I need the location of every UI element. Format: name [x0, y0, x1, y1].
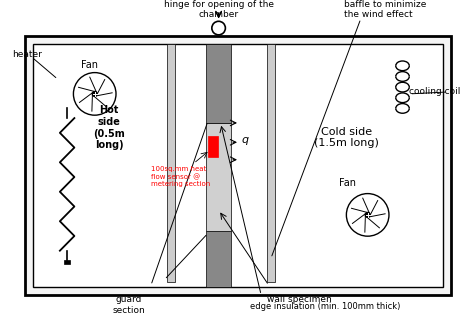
Bar — [25, 36, 451, 295]
Text: edge insulation (min. 100mm thick): edge insulation (min. 100mm thick) — [250, 302, 400, 311]
Text: heater: heater — [12, 50, 42, 59]
Text: Cold side
(1.5m long): Cold side (1.5m long) — [314, 127, 379, 148]
Circle shape — [365, 212, 370, 217]
Text: wall specimen: wall specimen — [267, 295, 332, 304]
Bar — [64, 260, 70, 264]
Text: Hot
side
(0.5m
long): Hot side (0.5m long) — [93, 105, 125, 150]
Bar — [206, 43, 231, 123]
Text: Fan: Fan — [81, 60, 98, 70]
Bar — [267, 43, 275, 282]
Bar — [206, 123, 231, 231]
Bar — [33, 43, 443, 288]
Text: hinge for opening of the
chamber: hinge for opening of the chamber — [164, 0, 273, 19]
Bar — [167, 43, 175, 282]
Text: 100sq.mm heat
flow sensor @
metering section: 100sq.mm heat flow sensor @ metering sec… — [151, 166, 210, 187]
Bar — [206, 231, 231, 288]
Text: baffle to minimize
the wind effect: baffle to minimize the wind effect — [345, 0, 427, 19]
Text: guard
section: guard section — [112, 295, 145, 315]
Circle shape — [92, 92, 97, 96]
Text: Fan: Fan — [338, 178, 356, 188]
Text: cooling coil: cooling coil — [409, 87, 461, 96]
Bar — [208, 135, 218, 157]
Text: q: q — [242, 135, 249, 146]
